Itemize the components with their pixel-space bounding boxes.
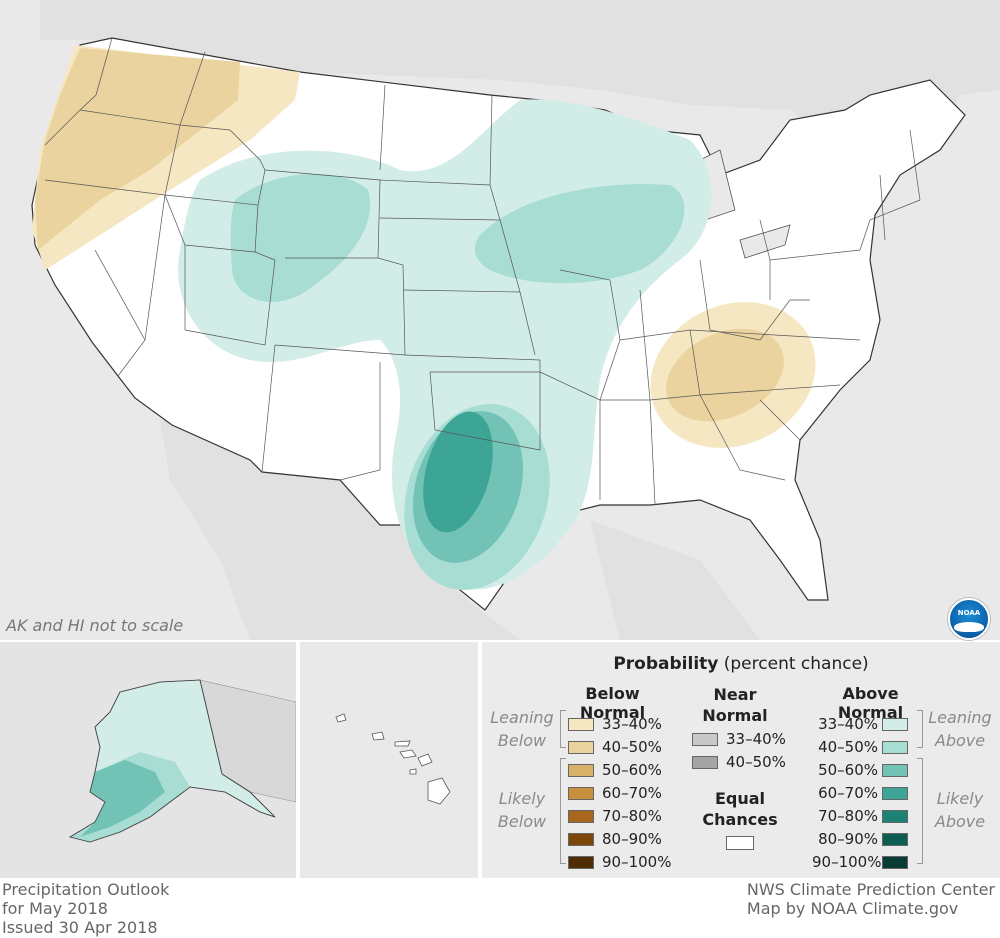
legend-title: Probability (percent chance) [482, 654, 1000, 674]
below-normal-row-swatch [568, 764, 594, 777]
likely-above-bracket [917, 758, 923, 864]
below-normal-row-label: 90–100% [602, 853, 672, 871]
hawaii-inset [300, 642, 478, 878]
above-normal-row-swatch [882, 810, 908, 823]
likely-below-bracket [560, 758, 566, 864]
neighbor-land [40, 0, 1000, 640]
below-normal-row-label: 40–50% [602, 738, 662, 756]
near-normal-row-swatch [692, 733, 718, 746]
state-borders [44, 37, 921, 506]
likely-below-label: Likely Below [497, 789, 547, 831]
above-normal-row-label: 60–70% [818, 784, 878, 802]
equal-chances-swatch [726, 836, 754, 850]
near-normal-header: Near Normal [702, 685, 768, 725]
credit-cpc: NWS Climate Prediction Center [746, 880, 995, 899]
above-normal-row-label: 70–80% [818, 807, 878, 825]
below-normal-row-label: 70–80% [602, 807, 662, 825]
above-normal-row-label: 33–40% [818, 715, 878, 733]
above-normal-row-swatch [882, 856, 908, 869]
above-normal-row-swatch [882, 718, 908, 731]
below-normal-row-swatch [568, 856, 594, 869]
credit-climate-gov: Map by NOAA Climate.gov [746, 899, 959, 918]
above-normal-header: Above Normal [837, 684, 904, 722]
outlook-title: Precipitation Outlook [2, 880, 170, 899]
below-normal-row-swatch [568, 741, 594, 754]
leaning-above-label: Leaning Above [928, 708, 992, 750]
above-normal-row-label: 80–90% [818, 830, 878, 848]
below-normal-row-swatch [568, 833, 594, 846]
scale-note: AK and HI not to scale [6, 616, 184, 635]
legend-title-bold: Probability [613, 654, 719, 674]
below-normal-row-swatch [568, 718, 594, 731]
issued-date: Issued 30 Apr 2018 [2, 918, 158, 937]
above-normal-row-label: 90–100% [812, 853, 882, 871]
conus-map-panel: AK and HI not to scale NOAA [0, 0, 1000, 640]
above-normal-regions [178, 99, 712, 590]
footer-title: Precipitation Outlook for May 2018 Issue… [2, 880, 169, 937]
hawaii-islands [335, 713, 451, 805]
near-normal-row-label: 33–40% [726, 730, 786, 748]
above-normal-row-swatch [882, 833, 908, 846]
noaa-logo-text: NOAA [957, 609, 981, 617]
leaning-below-bracket [560, 710, 566, 748]
hawaii-map [335, 713, 451, 805]
likely-above-label: Likely Above [934, 789, 986, 831]
below-normal-row-swatch [568, 810, 594, 823]
legend-title-rest: (percent chance) [718, 654, 869, 674]
leaning-above-bracket [917, 710, 923, 748]
above-normal-row-swatch [882, 787, 908, 800]
below-normal-row-label: 60–70% [602, 784, 662, 802]
above-normal-row-label: 40–50% [818, 738, 878, 756]
near-normal-row-label: 40–50% [726, 753, 786, 771]
alaska-map [0, 642, 296, 878]
below-normal-row-swatch [568, 787, 594, 800]
outlook-period: for May 2018 [2, 899, 108, 918]
below-normal-row-label: 50–60% [602, 761, 662, 779]
footer-credits: NWS Climate Prediction Center Map by NOA… [747, 880, 995, 918]
alaska-inset [0, 642, 296, 878]
below-normal-row-label: 33–40% [602, 715, 662, 733]
below-normal-row-label: 80–90% [602, 830, 662, 848]
noaa-logo-icon: NOAA [948, 598, 990, 640]
below-normal-header: Below Normal [579, 684, 646, 722]
above-normal-row-label: 50–60% [818, 761, 878, 779]
above-normal-row-swatch [882, 741, 908, 754]
equal-chances-header: Equal Chances [702, 789, 778, 829]
near-normal-row-swatch [692, 756, 718, 769]
above-normal-row-swatch [882, 764, 908, 777]
leaning-below-label: Leaning Below [490, 708, 554, 750]
conus-map [31, 0, 1000, 640]
legend: Probability (percent chance) Below Norma… [482, 642, 1000, 878]
